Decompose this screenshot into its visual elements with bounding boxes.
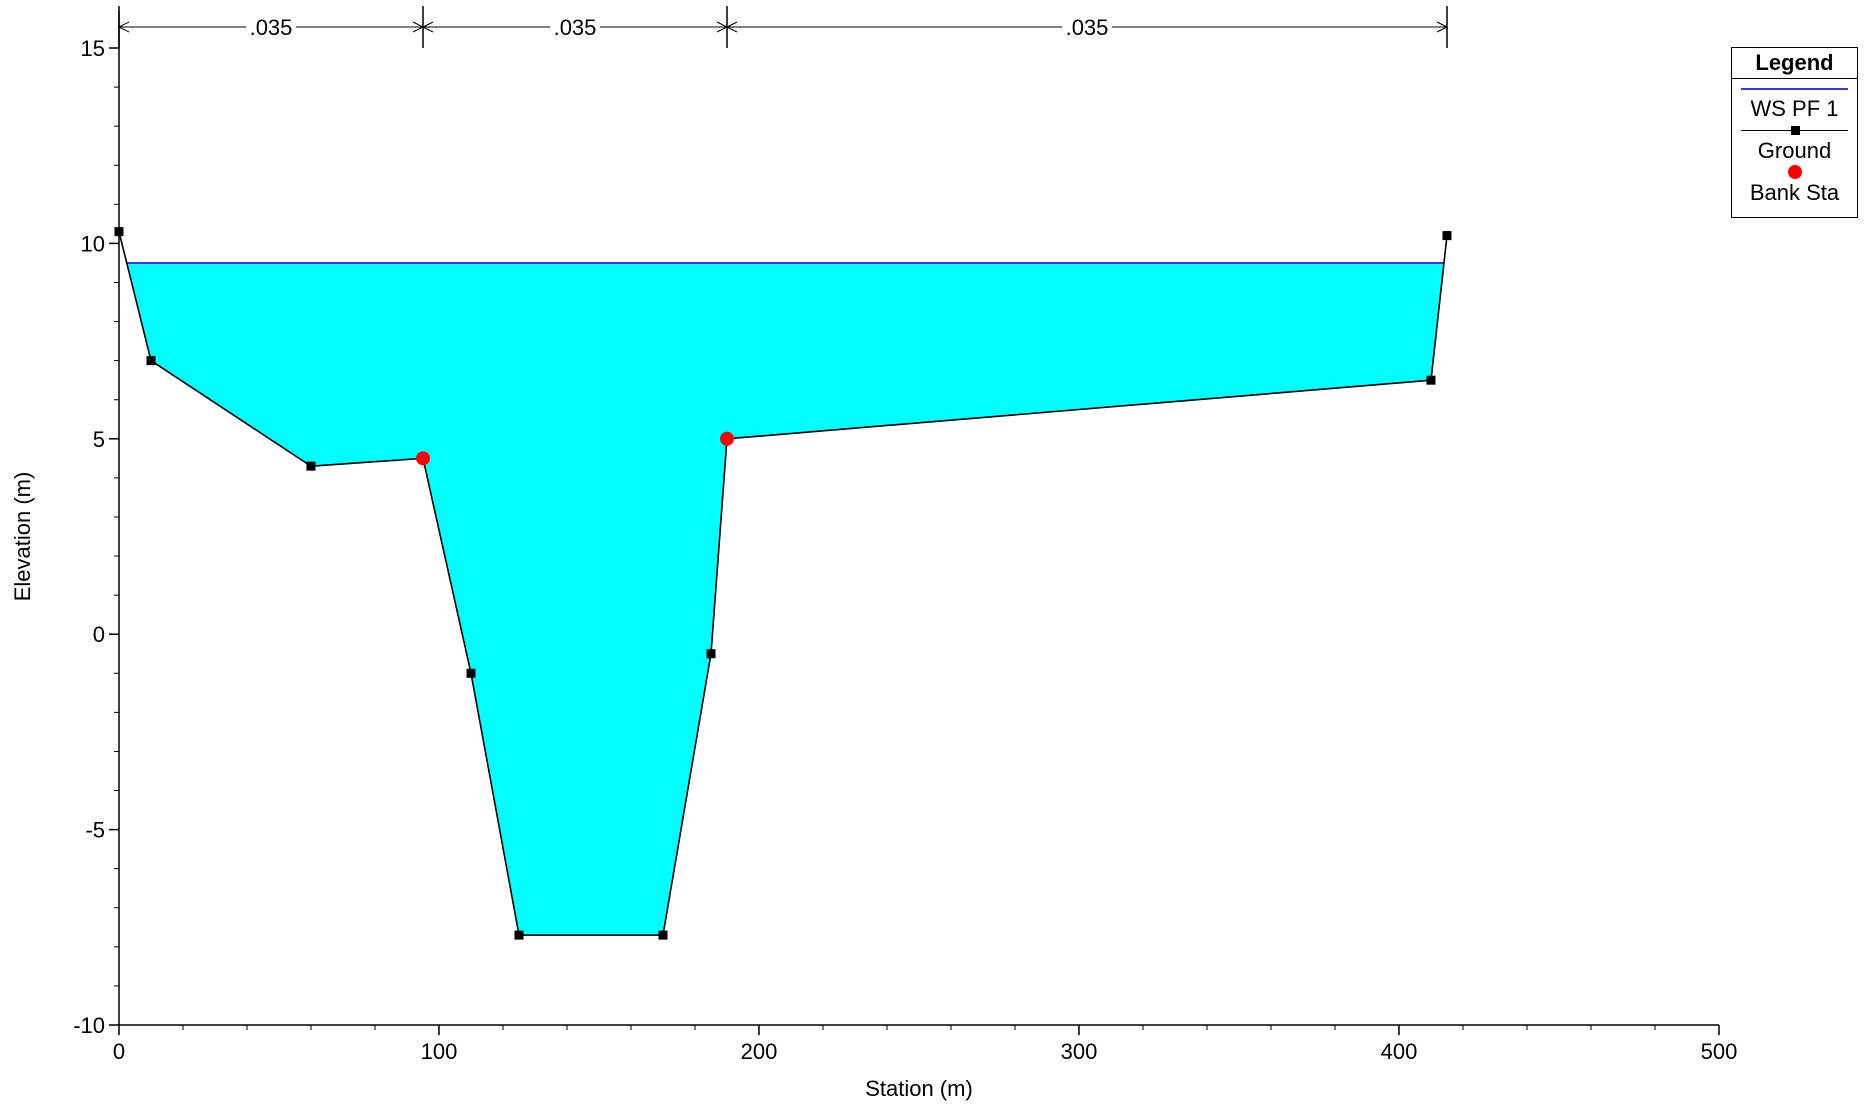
y-tick-label: 5 [93, 427, 105, 452]
legend: Legend WS PF 1 Ground Bank Sta [1731, 47, 1858, 218]
bank-station-point [416, 451, 430, 466]
mannings-n-layer: .035 .035 .035 [117, 6, 1449, 48]
ground-point [1442, 231, 1452, 241]
mannings-arrow [117, 21, 130, 33]
y-axis-title: Elevation (m) [10, 472, 35, 602]
legend-entry-ws: WS PF 1 [1732, 79, 1857, 121]
legend-label-ws: WS PF 1 [1750, 96, 1839, 121]
x-tick-label: 200 [741, 1039, 778, 1064]
axes-layer: 0 100 200 300 400 500 -10 -5 0 5 10 15 [73, 11, 1737, 1064]
legend-marker-square [1790, 126, 1800, 135]
ground-point [1426, 375, 1436, 385]
mannings-n-label: .035 [1066, 15, 1109, 40]
ground-point [146, 356, 156, 366]
ground-point [706, 649, 716, 659]
x-tick-label: 400 [1381, 1039, 1418, 1064]
ground-point [466, 668, 476, 678]
y-tick-label: -5 [85, 818, 105, 843]
legend-swatch-ws [1741, 88, 1848, 90]
x-tick-label: 500 [1701, 1039, 1738, 1064]
ground-point [658, 930, 668, 940]
x-tick-label: 300 [1061, 1039, 1098, 1064]
legend-swatch-ground [1741, 126, 1848, 135]
legend-label-bank: Bank Sta [1749, 180, 1840, 205]
x-tick-label: 0 [113, 1039, 125, 1064]
y-tick-label: 10 [81, 231, 105, 256]
y-tick-label: 15 [81, 36, 105, 61]
legend-marker-circle [1787, 165, 1802, 179]
mannings-n-label: .035 [250, 15, 293, 40]
mannings-n-label: .035 [554, 15, 597, 40]
mannings-arrow [1436, 21, 1449, 33]
mannings-arrow [725, 21, 738, 33]
legend-title: Legend [1732, 48, 1857, 79]
x-axis-title: Station (m) [865, 1076, 973, 1101]
legend-entry-bank: Bank Sta [1732, 163, 1857, 205]
x-tick-label: 100 [421, 1039, 458, 1064]
water-area [126, 262, 1444, 936]
legend-label-ground: Ground [1757, 138, 1832, 163]
y-tick-label: 0 [93, 622, 105, 647]
water-area-layer [126, 261, 1444, 936]
legend-entry-ground: Ground [1732, 121, 1857, 163]
ground-point [306, 461, 316, 471]
mannings-arrow [421, 21, 434, 33]
bank-station-point [720, 431, 734, 446]
y-tick-label: -10 [73, 1013, 105, 1038]
ground-point [514, 930, 524, 940]
